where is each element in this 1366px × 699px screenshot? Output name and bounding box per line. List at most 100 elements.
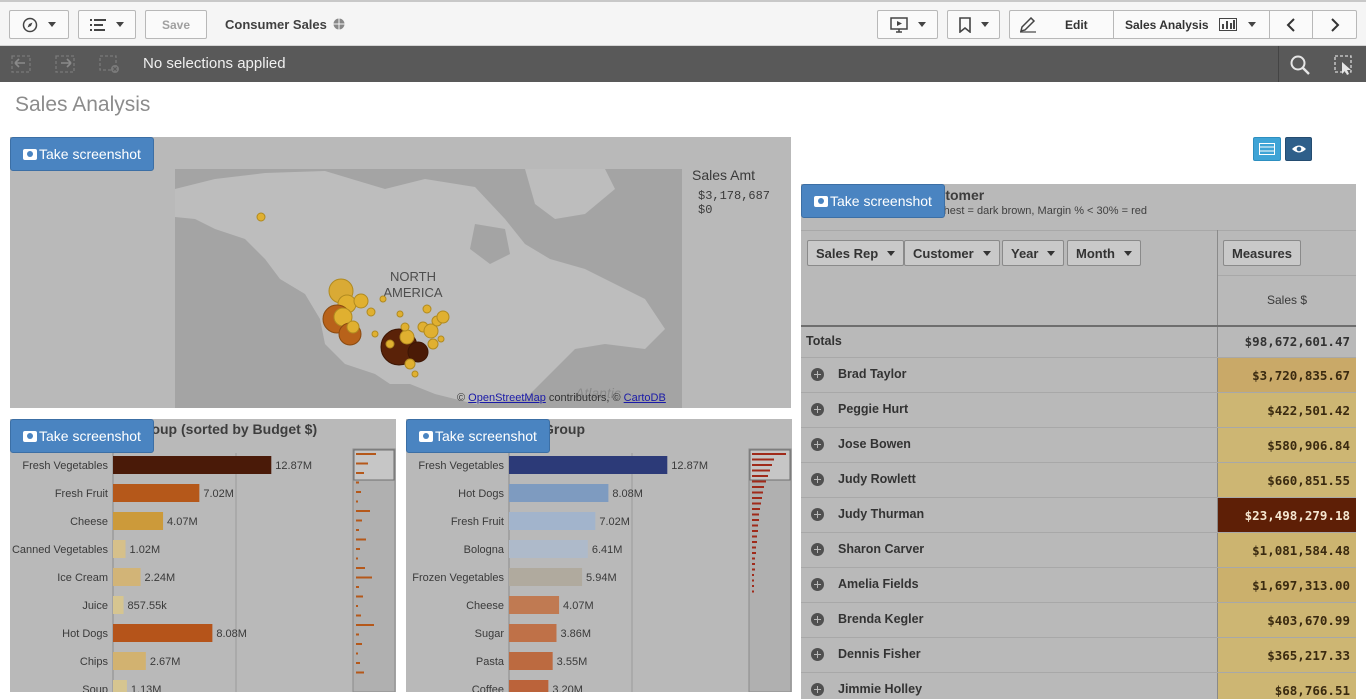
hudson-bay [470,224,510,264]
mini-chart-bar [752,563,755,565]
sales-rep-name: Jose Bowen [838,437,911,451]
bar-chart-panel-1[interactable]: Take screenshot roup (sorted by Budget $… [10,419,396,692]
dimension-month[interactable]: Month [1067,240,1141,266]
previous-sheet-button[interactable] [1269,10,1313,39]
mini-chart-bar [752,530,758,532]
bar[interactable] [113,484,200,502]
take-screenshot-button[interactable]: Take screenshot [10,419,154,453]
mini-chart-scrollbar[interactable] [352,448,396,692]
present-mode-button[interactable] [877,10,938,39]
bar[interactable] [509,568,583,586]
take-screenshot-button[interactable]: Take screenshot [406,419,550,453]
data-view-button[interactable] [1253,137,1281,161]
chevron-right-icon [1330,17,1339,32]
bar[interactable] [509,596,560,614]
bar[interactable] [113,624,213,642]
bar[interactable] [113,512,164,530]
expand-plus-icon[interactable] [811,683,824,696]
selections-status: No selections applied [143,55,286,72]
bookmarks-button[interactable] [947,10,1000,39]
save-button[interactable]: Save [145,10,207,39]
step-forward-icon[interactable] [54,54,76,74]
data-label: 6.41M [592,544,623,556]
navigation-menu-button[interactable] [78,10,136,39]
mini-chart-scrollbar[interactable] [748,448,792,692]
pivot-table-row[interactable]: Sharon Carver $1,081,584.48 [801,532,1356,568]
bar[interactable] [113,652,146,670]
bar[interactable] [113,540,126,558]
bar[interactable] [509,456,668,474]
take-screenshot-button[interactable]: Take screenshot [801,184,945,218]
sales-rep-name: Judy Rowlett [838,472,916,486]
visualization-view-button[interactable] [1285,137,1312,161]
measures-button[interactable]: Measures [1223,240,1301,266]
pivot-table-row[interactable]: Dennis Fisher $365,217.33 [801,637,1356,673]
bar[interactable] [509,484,609,502]
bar[interactable] [509,652,553,670]
sales-value-cell: $422,501.42 [1218,393,1356,428]
sales-rep-name: Sharon Carver [838,542,925,556]
totals-divider [801,325,1356,327]
measure-header: Sales $ [1266,293,1308,307]
data-label: 2.24M [145,572,176,584]
take-screenshot-button[interactable]: Take screenshot [10,137,154,171]
data-label: 7.02M [599,516,630,528]
expand-plus-icon[interactable] [811,473,824,486]
pivot-table-row[interactable]: Jose Bowen $580,906.84 [801,427,1356,463]
dimension-customer[interactable]: Customer [904,240,1000,266]
cartodb-link[interactable]: CartoDB [623,392,666,404]
pivot-table-row[interactable]: Peggie Hurt $422,501.42 [801,392,1356,428]
globe-icon [333,18,344,30]
pivot-table-row[interactable]: Brad Taylor $3,720,835.67 [801,357,1356,393]
next-sheet-button[interactable] [1312,10,1357,39]
bar[interactable] [113,568,141,586]
expand-plus-icon[interactable] [811,543,824,556]
bar[interactable] [509,624,557,642]
sales-rep-name: Brenda Kegler [838,612,924,626]
global-menu-button[interactable] [9,10,69,39]
pivot-table-row[interactable]: Amelia Fields $1,697,313.00 [801,567,1356,603]
bar-chart-panel-2[interactable]: Take screenshot Group Fresh Vegetables 12… [406,419,792,692]
dimension-sales-rep[interactable]: Sales Rep [807,240,905,266]
camera-icon [419,430,433,442]
edit-button[interactable]: Edit [1009,10,1114,39]
openstreetmap-link[interactable]: OpenStreetMap [468,392,546,404]
bar[interactable] [509,512,596,530]
sales-rep-name: Judy Thurman [838,507,925,521]
step-back-icon[interactable] [10,54,32,74]
expand-plus-icon[interactable] [811,403,824,416]
pivot-table-row[interactable]: Judy Rowlett $660,851.55 [801,462,1356,498]
pivot-table-panel[interactable]: Take screenshot ustomer highest = dark b… [801,184,1356,699]
category-label: Hot Dogs [62,628,108,640]
smart-select-icon[interactable] [1333,54,1355,76]
mini-chart-bar [752,502,761,505]
pivot-header-divider [801,230,1356,231]
bar[interactable] [113,596,124,614]
map-panel[interactable]: Take screenshot NORTH AMERICA Atlantic [10,137,791,408]
bar[interactable] [113,456,272,474]
bar[interactable] [113,680,127,692]
map-canvas[interactable]: NORTH AMERICA Atlantic [175,169,682,408]
expand-plus-icon[interactable] [811,613,824,626]
top-toolbar: Save Consumer Sales Edit Sales Analysis [0,0,1366,46]
dimension-year[interactable]: Year [1002,240,1065,266]
pivot-table-row[interactable]: Judy Thurman $23,498,279.18 [801,497,1356,533]
bar-chart-2[interactable]: Fresh Vegetables 12.87M Hot Dogs 8.08M Fresh… [406,419,792,692]
search-icon[interactable] [1289,54,1311,76]
sheet-selector[interactable]: Sales Analysis [1113,10,1270,39]
pivot-table-row[interactable]: Brenda Kegler $403,670.99 [801,602,1356,638]
pivot-table-row[interactable]: Jimmie Holley $68,766.51 [801,672,1356,699]
bar[interactable] [509,540,588,558]
expand-plus-icon[interactable] [811,368,824,381]
mini-chart-bar [356,643,362,645]
dimension-label: Year [1011,245,1039,261]
expand-plus-icon[interactable] [811,508,824,521]
expand-plus-icon[interactable] [811,578,824,591]
bar[interactable] [509,680,549,692]
expand-plus-icon[interactable] [811,438,824,451]
pivot-column-divider [1217,230,1218,699]
bar-chart-1[interactable]: Fresh Vegetables 12.87M Fresh Fruit 7.02M Ch… [10,419,396,692]
map-attribution: © OpenStreetMap contributors, © CartoDB [457,392,666,404]
expand-plus-icon[interactable] [811,648,824,661]
clear-selections-icon[interactable] [98,54,120,74]
